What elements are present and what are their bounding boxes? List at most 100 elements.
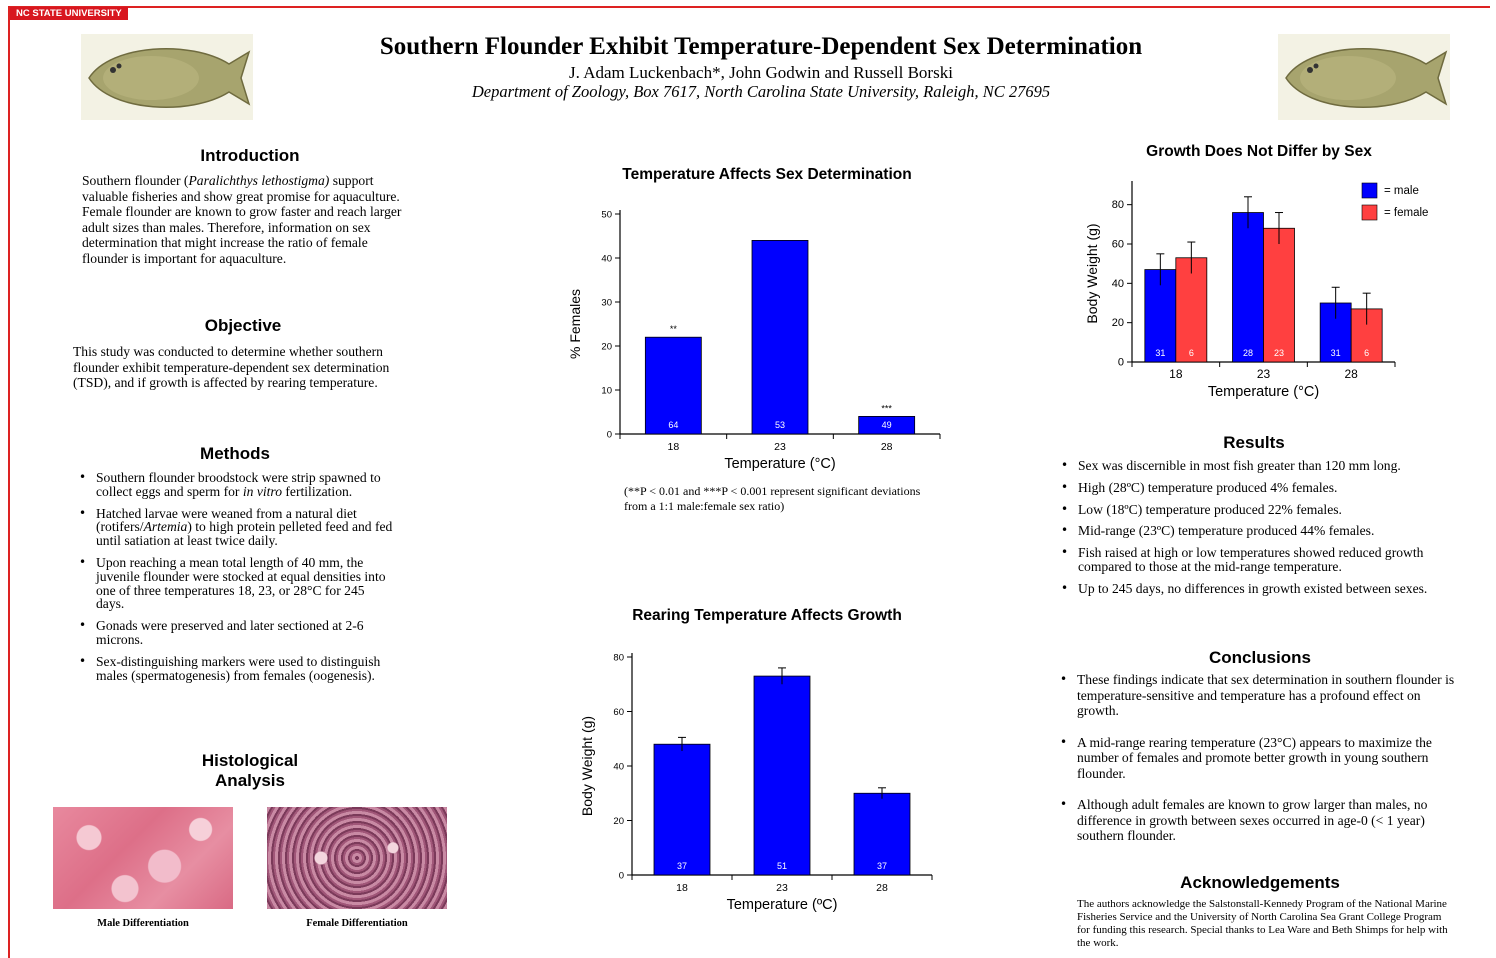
bar-n-label: 53: [775, 420, 785, 430]
methods-item1-post: fertilization.: [282, 483, 353, 499]
bar: [858, 415, 916, 435]
bar-n-label: 37: [877, 861, 887, 871]
bar: [751, 240, 809, 435]
y-tick-label: 20: [1112, 317, 1124, 329]
legend-label: = male: [1384, 185, 1419, 197]
results-item: Fish raised at high or low temperatures …: [1060, 546, 1450, 574]
results-item: Low (18ºC) temperature produced 22% fema…: [1060, 502, 1450, 517]
bar-n-label: 37: [677, 861, 687, 871]
bar-n-label: 6: [1364, 348, 1369, 358]
acknowledgements-heading: Acknowledgements: [1180, 873, 1340, 892]
conclusions-item: Although adult females are known to grow…: [1059, 797, 1459, 844]
conclusions-item: These findings indicate that sex determi…: [1059, 672, 1459, 719]
legend-swatch: [1361, 182, 1378, 199]
bar-n-label: 49: [882, 420, 892, 430]
methods-list: Southern flounder broodstock were strip …: [78, 471, 396, 690]
bar: [853, 792, 911, 876]
methods-item2-em: Artemia: [143, 519, 188, 535]
methods-item: Southern flounder broodstock were strip …: [78, 471, 396, 499]
bar: [644, 336, 702, 435]
university-badge: NC STATE UNIVERSITY: [10, 7, 128, 20]
y-tick-label: 10: [601, 386, 612, 397]
x-axis-label: Temperature (ºC): [727, 897, 838, 913]
male-histology-image: [53, 807, 233, 909]
female-histology-image: [267, 807, 447, 909]
results-item: High (28ºC) temperature produced 4% fema…: [1060, 480, 1450, 495]
poster-authors: J. Adam Luckenbach*, John Godwin and Rus…: [569, 63, 953, 82]
bar-n-label: 51: [777, 861, 787, 871]
x-tick-label: 18: [667, 441, 679, 453]
y-tick-label: 60: [1112, 239, 1124, 251]
growth-chart: 0 20 40 60 80 18 37 23 51 28 37 Temperature (ºC) Bod…: [579, 653, 933, 913]
sex-chart-title: Temperature Affects Sex Determination: [622, 166, 912, 183]
results-item: Up to 245 days, no differences in growth…: [1060, 581, 1450, 596]
x-tick-label: 23: [774, 441, 786, 453]
x-tick-label: 23: [776, 882, 788, 894]
poster-border-left: [8, 6, 10, 958]
y-tick-label: 0: [619, 871, 624, 882]
conclusions-list: These findings indicate that sex determi…: [1059, 672, 1459, 852]
y-tick-label: 40: [601, 254, 612, 265]
species-name: Paralichthys lethostigma): [188, 173, 330, 188]
y-tick-label: 0: [1118, 357, 1124, 369]
methods-item: Gonads were preserved and later sectione…: [78, 619, 396, 647]
conclusions-item: A mid-range rearing temperature (23°C) a…: [1059, 735, 1459, 782]
bar: [753, 675, 811, 876]
male-histology-caption: Male Differentiation: [97, 918, 189, 929]
introduction-text-pre: Southern flounder (: [82, 173, 189, 188]
poster-department: Department of Zoology, Box 7617, North C…: [471, 82, 1051, 101]
x-tick-label: 28: [881, 441, 893, 453]
y-tick-label: 30: [601, 298, 612, 309]
methods-item2-post: ) to high protein pelleted feed and fed …: [96, 519, 393, 549]
female-histology-caption: Female Differentiation: [306, 918, 408, 929]
significance-label: **: [670, 324, 678, 334]
bar-n-label: 31: [1331, 348, 1341, 358]
methods-item1-pre: Southern flounder broodstock were strip …: [96, 470, 381, 499]
x-tick-label: 23: [1257, 367, 1271, 381]
sex-determination-chart: 0 10 20 30 40 50 18 64 ** 23 53 28 49 *** Temperature …: [567, 210, 941, 472]
y-axis-label: Body Weight (g): [579, 716, 595, 816]
bar-n-label: 64: [668, 420, 678, 430]
flounder-image-right: [1278, 34, 1450, 120]
histology-heading-line1: Histological: [201, 751, 299, 770]
histology-heading: Histological Analysis: [170, 751, 330, 791]
methods-item: Hatched larvae were weaned from a natura…: [78, 506, 396, 549]
introduction-heading: Introduction: [200, 146, 300, 165]
bar-n-label: 31: [1155, 348, 1165, 358]
bar: [1232, 212, 1264, 363]
bar: [653, 743, 711, 876]
y-tick-label: 80: [1112, 199, 1124, 211]
y-tick-label: 0: [607, 430, 612, 441]
bar: [1263, 227, 1295, 363]
methods-item1-em: in vitro: [242, 483, 282, 499]
y-tick-label: 40: [1112, 278, 1124, 290]
x-tick-label: 18: [676, 882, 688, 894]
poster-title: Southern Flounder Exhibit Temperature-De…: [379, 33, 1143, 60]
histology-heading-line2: Analysis: [215, 771, 285, 790]
results-item: Sex was discernible in most fish greater…: [1060, 459, 1450, 473]
y-tick-label: 20: [613, 816, 624, 827]
bar-n-label: 23: [1274, 348, 1284, 358]
x-tick-label: 18: [1169, 367, 1183, 381]
legend-label: = female: [1384, 207, 1428, 219]
methods-item: Sex-distinguishing markers were used to …: [78, 654, 396, 683]
y-tick-label: 40: [613, 762, 624, 773]
y-tick-label: 20: [601, 342, 612, 353]
growth-chart-title: Rearing Temperature Affects Growth: [632, 607, 902, 624]
y-tick-label: 60: [613, 707, 624, 718]
introduction-text: Southern flounder (Paralichthys lethosti…: [82, 173, 417, 266]
objective-heading: Objective: [204, 316, 282, 335]
y-tick-label: 50: [601, 210, 612, 221]
x-axis-label: Temperature (°C): [1208, 384, 1319, 400]
y-axis-label: % Females: [567, 289, 583, 359]
y-axis-label: Body Weight (g): [1084, 223, 1100, 323]
results-item: Mid-range (23ºC) temperature produced 44…: [1060, 524, 1450, 538]
sex-chart-note: (**P < 0.01 and ***P < 0.001 represent s…: [624, 484, 921, 513]
acknowledgements-text: The authors acknowledge the Salstonstall…: [1077, 898, 1448, 949]
x-axis-label: Temperature (°C): [724, 456, 835, 472]
bar-n-label: 28: [1243, 348, 1253, 358]
poster-border-top: [8, 6, 1490, 8]
conclusions-heading: Conclusions: [1208, 648, 1311, 667]
introduction-text-post: support valuable fisheries and show grea…: [82, 173, 402, 266]
